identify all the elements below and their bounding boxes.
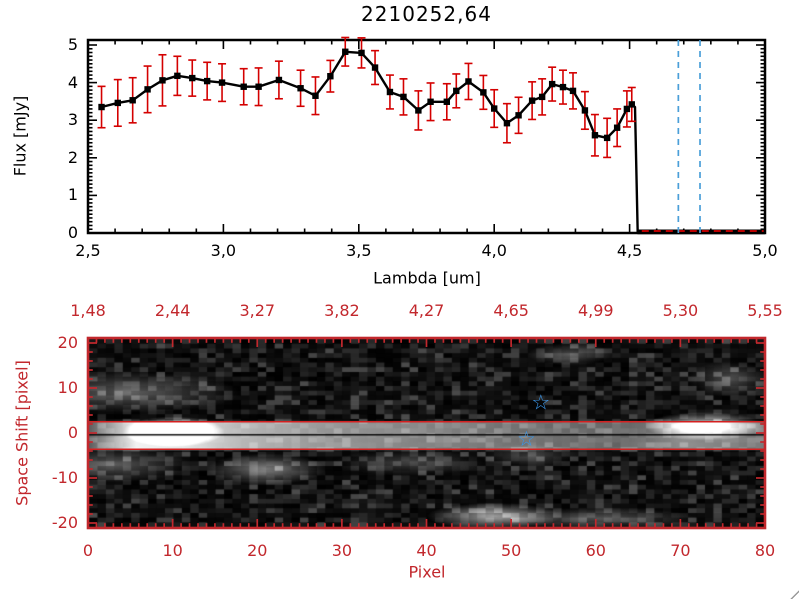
data-point-marker [465,78,472,85]
data-point-marker [427,98,434,105]
data-point-marker [528,97,536,104]
data-point-marker [503,120,511,127]
data-point-marker [581,107,589,114]
data-point-marker [569,87,577,95]
pixel-tick-label: 50 [500,541,522,560]
data-point-marker [491,105,498,112]
data-point-marker [386,88,394,96]
space-shift-tick-label: 0 [67,423,78,442]
window-resize-grip[interactable] [784,584,799,599]
data-point-marker [297,85,304,92]
data-point-marker [415,107,422,114]
data-point-marker [538,93,546,101]
data-point-marker [114,99,121,107]
data-point-marker [144,86,151,93]
pixel-tick-label: 0 [82,541,94,560]
data-point-marker [275,76,283,84]
data-point-marker [240,83,247,90]
pixel-tick-label: 10 [162,541,183,560]
space-shift-tick-label: 10 [57,378,78,397]
space-shift-tick-label: 20 [57,333,78,352]
wavelength-tick-label: 4,99 [577,301,614,320]
chart-title: 2210252,64 [361,2,492,26]
data-point-marker [453,87,460,95]
data-point-marker [623,105,631,113]
data-point-marker [189,74,196,82]
data-point-marker [480,89,487,96]
pixel-tick-label: 80 [754,541,776,560]
spectrum-plot [86,36,767,235]
data-point-marker [603,134,611,142]
pixel-tick-label: 60 [585,541,606,560]
data-point-marker [159,77,166,84]
wavelength-tick-label: 3,82 [324,301,360,320]
space-shift-tick-label: -20 [51,513,78,532]
data-point-marker [515,112,522,119]
spectrum-line [101,50,765,235]
space-shift-axis-label: Space Shift [pixel] [12,360,32,506]
data-point-marker [613,124,621,131]
data-point-marker [203,77,211,85]
wavelength-tick-label: 3,27 [239,301,276,320]
data-point-marker [98,103,105,111]
pixel-tick-label: 70 [670,541,691,560]
wavelength-tick-label: 4,27 [408,301,445,320]
space-shift-tick-label: -10 [51,468,78,487]
data-point-marker [312,92,319,99]
data-point-marker [358,49,365,57]
flux-axis-label: Flux [mJy] [10,95,30,177]
data-point-marker [548,80,556,88]
wavelength-tick-label: 4,65 [493,301,529,320]
wavelength-tick-label: 2,44 [154,301,191,320]
data-point-marker [129,97,136,104]
data-point-marker [342,48,349,55]
data-point-marker [400,93,407,101]
data-point-marker [255,83,262,90]
lambda-axis-label: Lambda [um] [373,268,481,288]
data-point-marker [628,101,635,108]
data-point-marker [174,72,181,80]
pixel-tick-label: 40 [416,541,437,560]
wavelength-tick-label: 5,30 [662,301,699,320]
wavelength-tick-label: 1,48 [70,301,106,320]
data-point-marker [371,64,379,71]
data-point-marker [591,132,599,139]
data-point-marker [443,98,451,105]
pixel-tick-label: 20 [247,541,268,560]
spectral-image [89,339,764,527]
data-point-marker [218,79,226,86]
data-point-marker [559,83,567,91]
data-point-marker [327,73,334,80]
pixel-tick-label: 30 [331,541,353,560]
wavelength-tick-label: 5,55 [747,301,783,320]
pixel-axis-label: Pixel [408,562,446,582]
